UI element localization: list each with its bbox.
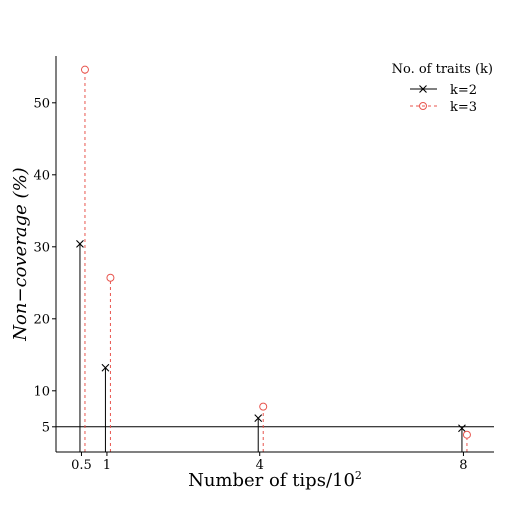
y-tick-label-5: 5 bbox=[42, 420, 50, 435]
marker-k2-1 bbox=[101, 363, 110, 372]
legend-item-k2: k=2 bbox=[410, 83, 477, 98]
legend-title: No. of traits (k) bbox=[392, 62, 493, 77]
marker-k2-3 bbox=[458, 424, 466, 433]
x-tick-label-1: 1 bbox=[103, 458, 111, 473]
x-tick-label-4: 4 bbox=[256, 458, 264, 473]
x-tick-label-0-5: 0.5 bbox=[71, 458, 92, 473]
y-axis-title: Non−coverage (%) bbox=[10, 167, 31, 341]
legend-marker-k3 bbox=[419, 102, 427, 110]
marker-k3-0 bbox=[80, 65, 89, 74]
marker-k3-1 bbox=[106, 273, 115, 282]
legend-label-k3: k=3 bbox=[450, 100, 477, 115]
marker-k2-2 bbox=[254, 414, 263, 423]
axes bbox=[55, 56, 494, 453]
y-tick-label-40: 40 bbox=[33, 168, 50, 183]
y-tick-label-20: 20 bbox=[33, 312, 50, 327]
x-tick-label-8: 8 bbox=[459, 458, 467, 473]
ticks: 5 10 20 30 40 50 0.5 1 4 8 bbox=[33, 96, 467, 473]
y-tick-label-30: 30 bbox=[33, 240, 50, 255]
x-axis-title: Number of tips/102 bbox=[188, 469, 362, 491]
y-tick-label-50: 50 bbox=[33, 96, 50, 111]
series-layer bbox=[76, 65, 471, 452]
marker-k2-0 bbox=[76, 240, 84, 248]
series-k3 bbox=[80, 65, 471, 452]
legend-label-k2: k=2 bbox=[450, 83, 477, 98]
legend: No. of traits (k) k=2 k=3 bbox=[392, 62, 493, 115]
marker-k3-3 bbox=[462, 430, 471, 439]
y-tick-label-10: 10 bbox=[33, 384, 50, 399]
legend-item-k3: k=3 bbox=[410, 100, 477, 115]
legend-marker-k2 bbox=[419, 85, 427, 93]
series-k2 bbox=[76, 240, 466, 452]
marker-k3-2 bbox=[259, 402, 268, 411]
